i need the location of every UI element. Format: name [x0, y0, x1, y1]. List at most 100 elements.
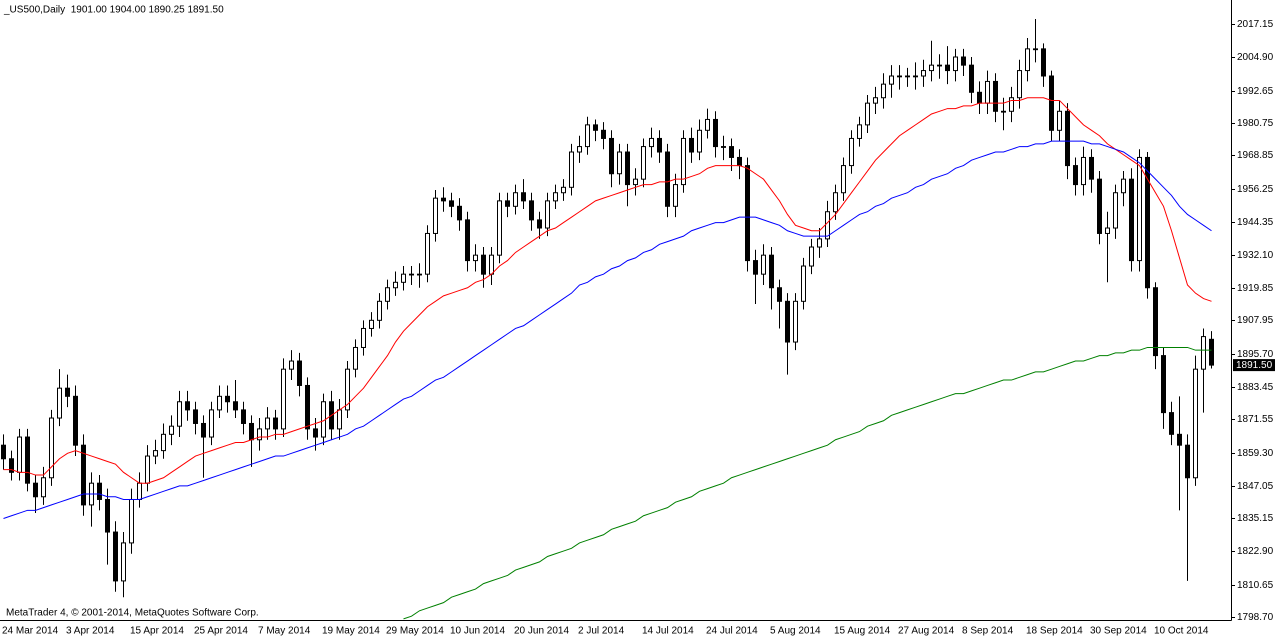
candle-body — [441, 197, 446, 202]
candle-body — [529, 200, 534, 221]
candle-body — [681, 137, 686, 186]
candle-body — [753, 260, 758, 275]
candle-body — [337, 409, 342, 430]
candle-body — [569, 151, 574, 188]
candle-body — [601, 129, 606, 139]
x-tick-label: 29 May 2014 — [386, 626, 444, 637]
candle-body — [1145, 156, 1150, 289]
candle-body — [1081, 156, 1086, 186]
candle-body — [385, 287, 390, 302]
candle-body — [577, 146, 582, 153]
candle-body — [1137, 156, 1142, 262]
candle-body — [993, 80, 998, 112]
candle-body — [873, 97, 878, 104]
y-tick-label: 1907.95 — [1237, 315, 1274, 326]
moving-average-line — [3, 97, 1212, 484]
candle-body — [673, 184, 678, 207]
candle-body — [953, 56, 958, 72]
candle-body — [249, 422, 254, 441]
candle-body — [1073, 165, 1078, 186]
candle-body — [625, 151, 630, 186]
candle-body — [97, 482, 102, 500]
candle-body — [617, 151, 622, 175]
y-tick-label: 1980.75 — [1237, 118, 1274, 129]
candle-body — [33, 482, 38, 498]
candle-body — [481, 254, 486, 275]
candle-body — [697, 129, 702, 153]
candle-body — [73, 395, 78, 446]
candle-body — [1153, 287, 1158, 357]
candle-body — [1065, 110, 1070, 167]
candle-body — [369, 319, 374, 329]
candle-body — [1201, 336, 1206, 370]
moving-average-line — [3, 140, 1212, 519]
x-tick-label: 27 Aug 2014 — [898, 626, 955, 637]
candle-body — [1041, 48, 1046, 77]
candle-body — [793, 300, 798, 343]
y-tick-label: 1847.05 — [1237, 481, 1274, 492]
candle-body — [209, 409, 214, 438]
candle-body — [1129, 178, 1134, 262]
candle-body — [105, 498, 110, 533]
candle-body — [1113, 192, 1118, 229]
candle-body — [737, 156, 742, 167]
candle-body — [689, 137, 694, 153]
candle-body — [1097, 178, 1102, 234]
candle-body — [977, 91, 982, 104]
candle-body — [561, 186, 566, 194]
candle-body — [729, 146, 734, 158]
candle-body — [1185, 444, 1190, 479]
candle-body — [937, 64, 942, 67]
candle-body — [745, 165, 750, 262]
candle-body — [41, 477, 46, 498]
y-tick-label: 1932.10 — [1237, 250, 1274, 261]
candle-body — [257, 428, 262, 441]
y-tick-label: 1822.90 — [1237, 546, 1274, 557]
candle-body — [233, 401, 238, 411]
candle-body — [409, 273, 414, 276]
candle-body — [313, 428, 318, 438]
candle-body — [201, 422, 206, 438]
candle-body — [121, 542, 126, 582]
candle-body — [761, 254, 766, 275]
candle-body — [449, 200, 454, 207]
candle-body — [545, 200, 550, 229]
candle-body — [489, 254, 494, 275]
y-tick-label: 1895.70 — [1237, 349, 1274, 360]
candle-body — [465, 219, 470, 262]
candle-body — [345, 368, 350, 411]
x-tick-label: 25 Apr 2014 — [194, 626, 248, 637]
candle-body — [137, 482, 142, 500]
candle-body — [217, 395, 222, 411]
candle-body — [585, 124, 590, 148]
candle-body — [145, 455, 150, 484]
y-tick-label: 1956.25 — [1237, 184, 1274, 195]
candle-body — [1161, 355, 1166, 414]
candle-body — [225, 395, 230, 403]
x-tick-label: 30 Sep 2014 — [1090, 626, 1147, 637]
candle-body — [1049, 75, 1054, 131]
candle-body — [961, 56, 966, 66]
candle-body — [633, 178, 638, 186]
candle-body — [881, 83, 886, 99]
candle-body — [425, 232, 430, 275]
candle-body — [721, 146, 726, 148]
candle-body — [1209, 338, 1214, 366]
candle-body — [361, 327, 366, 348]
candle-body — [1009, 97, 1014, 112]
candle-body — [113, 531, 118, 582]
candle-body — [9, 458, 14, 473]
candle-body — [193, 409, 198, 424]
candle-body — [1105, 227, 1110, 234]
moving-average-line — [403, 346, 1212, 620]
candle-body — [857, 124, 862, 139]
candle-body — [1193, 368, 1198, 479]
price-tag-label: 1891.50 — [1236, 360, 1273, 371]
candle-body — [841, 165, 846, 194]
x-tick-label: 10 Jun 2014 — [450, 626, 505, 637]
candle-body — [777, 287, 782, 302]
y-tick-label: 2017.15 — [1237, 19, 1274, 30]
candle-body — [817, 238, 822, 248]
candle-body — [889, 75, 894, 85]
